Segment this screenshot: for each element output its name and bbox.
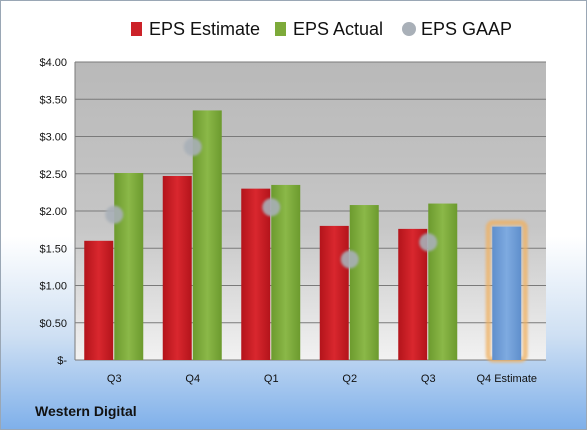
legend-label: EPS GAAP	[421, 19, 512, 39]
x-tick-label: Q4 Estimate	[476, 373, 537, 385]
y-tick-label: $-	[57, 355, 67, 367]
bar-eps-actual	[428, 203, 458, 360]
x-tick-label: Q3	[107, 373, 122, 385]
bar-q4-estimate	[492, 226, 522, 360]
x-tick-label: Q2	[342, 373, 357, 385]
bars	[84, 110, 528, 363]
company-name: Western Digital	[35, 403, 137, 419]
gaap-markers	[105, 137, 438, 269]
y-tick-label: $2.50	[39, 169, 67, 181]
bar-eps-estimate	[241, 188, 271, 360]
gridlines	[74, 61, 546, 361]
legend-swatch	[131, 22, 142, 36]
point-eps-gaap	[105, 205, 124, 224]
y-tick-label: $0.50	[39, 318, 67, 330]
y-tick-label: $2.00	[39, 206, 67, 218]
x-tick-label: Q1	[264, 373, 279, 385]
legend-label: EPS Actual	[293, 19, 383, 39]
y-axis-tick-labels: $- $0.50 $1.00 $1.50 $2.00 $2.50 $3.00 $3.50 $4.…	[39, 57, 67, 367]
bar-eps-estimate	[398, 228, 428, 360]
x-tick-label: Q3	[421, 373, 436, 385]
point-eps-gaap	[419, 233, 438, 252]
x-axis-tick-labels: Q3 Q4 Q1 Q2 Q3 Q4 Estimate	[107, 373, 537, 385]
y-tick-label: $1.00	[39, 281, 67, 293]
point-eps-gaap	[262, 198, 281, 217]
legend-label: EPS Estimate	[149, 19, 260, 39]
legend-swatch	[402, 22, 416, 36]
bar-eps-estimate	[84, 240, 114, 360]
legend-swatch	[275, 22, 286, 36]
point-eps-gaap	[340, 250, 359, 269]
bar-eps-estimate	[319, 225, 349, 360]
bar-eps-actual	[114, 173, 144, 360]
y-tick-label: $3.50	[39, 94, 67, 106]
y-tick-label: $1.50	[39, 243, 67, 255]
bar-eps-estimate	[162, 175, 192, 360]
legend: EPS Estimate EPS Actual EPS GAAP	[131, 19, 512, 39]
y-tick-label: $3.00	[39, 132, 67, 144]
x-tick-label: Q4	[185, 373, 200, 385]
point-eps-gaap	[183, 137, 202, 156]
y-tick-label: $4.00	[39, 57, 67, 69]
bar-eps-actual	[349, 205, 379, 360]
